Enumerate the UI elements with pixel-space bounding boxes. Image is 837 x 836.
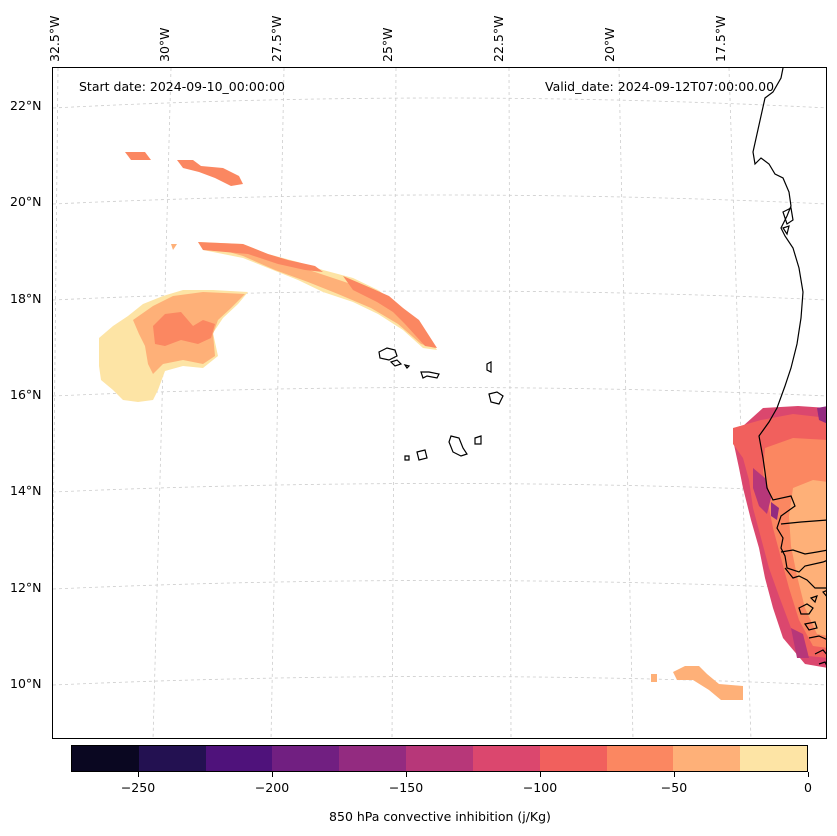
colorbar-tick [540,772,541,777]
meridian-20w [618,68,634,738]
colorbar-segment [272,746,340,771]
coast-canary-a [782,207,794,225]
colorbar-title: 850 hPa convective inhibition (j/Kg) [329,809,551,824]
colorbar-tick [674,772,675,777]
coast-canary-b [782,225,790,236]
cin-patch-arc-outer [198,242,437,350]
island-sao-nicolau [420,371,440,379]
colorbar-segment [740,746,807,771]
colorbar-tick [406,772,407,777]
cin-patch-north-b [177,160,243,186]
parallel-10n [53,676,826,686]
coast-bissagos [798,590,826,631]
island-santo-antao [378,347,398,361]
island-sao-vicente [389,359,403,367]
lat-label-10n: 10°N [10,676,42,691]
start-date-label: Start date: 2024-09-10_00:00:00 [79,79,285,94]
coast-guinea [780,549,826,589]
valid-date-label: Valid_date: 2024-09-12T07:00:00.00 [545,79,775,94]
coast-gambia [780,519,826,525]
lat-label-12n: 12°N [10,580,42,595]
parallel-22n [53,97,826,109]
coastline-africa [752,68,826,666]
colorbar-segment [406,746,473,771]
meridian-27-5w [270,68,285,738]
colorbar-segment [138,746,206,771]
cin-patch-west-inner [153,312,215,346]
parallel-20n [53,194,826,205]
meridian-22-5w [508,68,512,738]
colorbar-tick-label: −50 [660,780,688,795]
colorbar-tick [272,772,273,777]
colorbar-segment [205,746,273,771]
island-santa-luzia [403,364,411,369]
colorbar-segment [673,746,741,771]
cin-patch-south [651,666,743,700]
colorbar-tick [138,772,139,777]
coast-main [752,68,826,573]
parallel-16n [53,387,826,397]
meridian-25w [391,68,397,738]
island-fogo [416,449,428,461]
lon-label-22-5w: 22.5°W [491,15,506,62]
colorbar-segment [72,746,139,771]
cin-patch-east-magenta [753,468,809,658]
lon-label-17-5w: 17.5°W [713,15,728,62]
colorbar-tick-label: −250 [120,780,156,795]
colorbar-tick-label: −200 [254,780,290,795]
lon-label-30w: 30°W [157,27,172,62]
lon-label-32-5w: 32.5°W [47,15,62,62]
island-boa-vista [488,391,504,405]
lon-label-27-5w: 27.5°W [269,15,284,62]
meridian-30w [152,68,172,738]
cin-patch-north-c [171,244,177,250]
colorbar-tick-label: −100 [522,780,558,795]
colorbar [71,745,808,772]
gridlines [53,68,826,738]
colorbar-segment [539,746,607,771]
cin-patch-north-a [125,152,151,160]
lon-label-25w: 25°W [380,27,395,62]
lat-label-20n: 20°N [10,194,42,209]
colorbar-tick-label: 0 [804,780,812,795]
lat-label-22n: 22°N [10,98,42,113]
parallel-14n [53,483,826,493]
coast-guinea-south [808,635,826,666]
island-santiago [448,435,468,457]
cin-fill-patches [99,152,826,700]
island-brava [404,455,410,461]
cin-patch-east-purple [771,406,826,520]
lat-label-14n: 14°N [10,483,42,498]
parallel-12n [53,580,826,590]
parallel-18n [53,290,826,301]
cape-verde-islands [378,347,504,461]
lat-label-16n: 16°N [10,387,42,402]
lat-label-18n: 18°N [10,291,42,306]
island-sal [486,361,492,373]
colorbar-segment [606,746,674,771]
map-frame[interactable]: Start date: 2024-09-10_00:00:00 Valid_da… [52,67,827,739]
colorbar-segment [339,746,407,771]
colorbar-segment [472,746,540,771]
colorbar-tick [808,772,809,777]
lon-label-20w: 20°W [602,27,617,62]
colorbar-tick-label: −150 [388,780,424,795]
island-maio [474,435,482,445]
map-canvas[interactable] [53,68,827,739]
meridian-17-5w [728,68,752,738]
meridian-32-5w [53,68,59,587]
